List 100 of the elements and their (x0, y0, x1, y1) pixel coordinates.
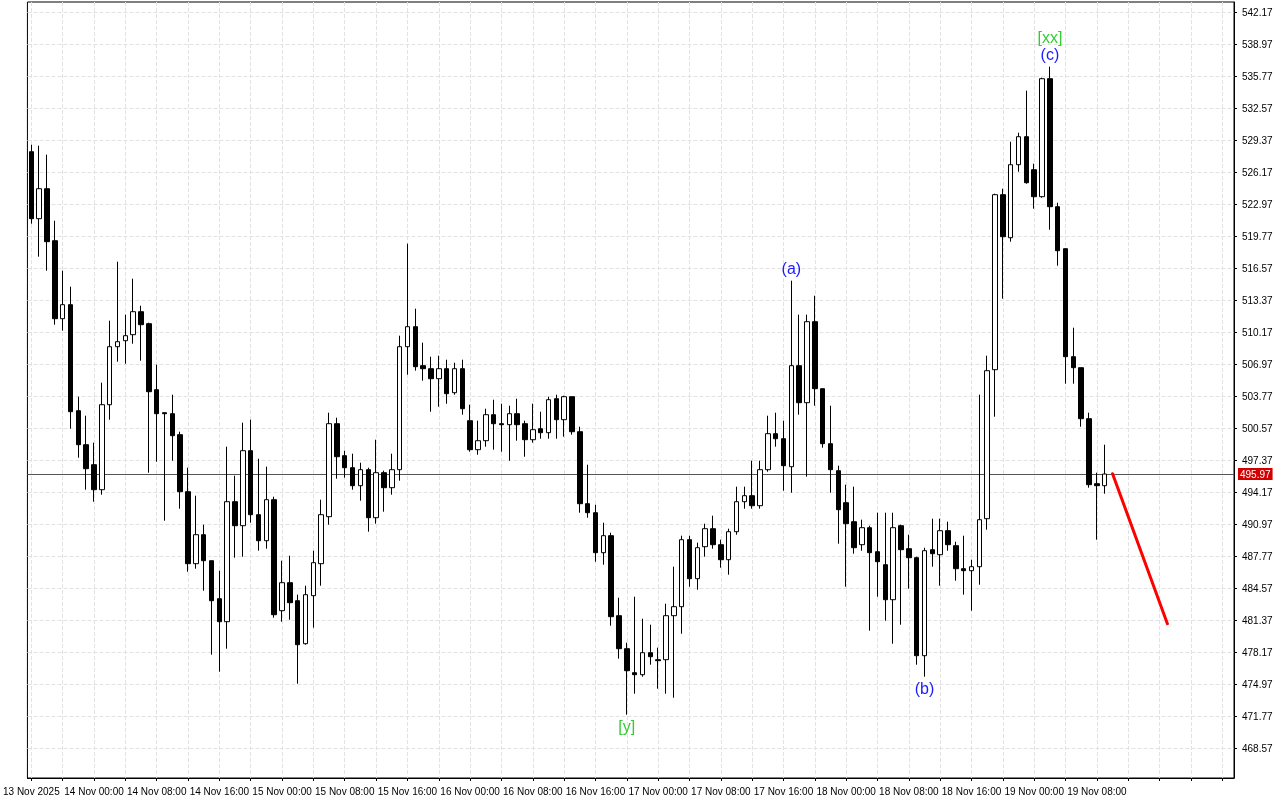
candlestick (718, 539, 724, 569)
candlestick (514, 398, 520, 442)
candlestick (930, 518, 935, 568)
candlestick (193, 495, 199, 570)
candlestick (875, 512, 880, 598)
candlestick (890, 512, 896, 645)
candlestick (812, 295, 818, 407)
candlestick (1031, 163, 1037, 210)
candlestick (264, 466, 269, 550)
x-tick-label: 17 Nov 08:00 (691, 785, 751, 797)
candlestick (796, 314, 802, 416)
candlestick (1024, 90, 1029, 185)
candlestick (130, 278, 136, 345)
candlestick (922, 547, 927, 678)
x-tick-label: 16 Nov 00:00 (440, 785, 501, 797)
candlestick (287, 555, 293, 621)
candlestick (279, 560, 285, 623)
x-tick-label: 19 Nov 08:00 (1067, 785, 1128, 797)
candlestick (969, 559, 974, 612)
candlestick (695, 542, 700, 591)
x-tick-label: 14 Nov 08:00 (126, 785, 187, 797)
y-tick-label: 506.97 (1242, 358, 1274, 370)
x-tick-label: 16 Nov 16:00 (565, 785, 626, 797)
candlestick (1055, 202, 1060, 267)
candlestick (444, 359, 449, 405)
candlestick (350, 453, 355, 491)
ref-line-label: 495.97 (1240, 468, 1272, 480)
candlestick (162, 412, 167, 522)
candlestick (201, 524, 206, 592)
x-tick-label: 14 Nov 00:00 (64, 785, 125, 797)
candlestick (773, 412, 778, 448)
x-tick-label: 17 Nov 16:00 (753, 785, 814, 797)
y-tick-label: 526.17 (1242, 166, 1274, 178)
candlestick (1086, 412, 1092, 489)
y-tick-label: 481.37 (1242, 614, 1274, 626)
candlestick (906, 534, 912, 590)
candlestick (734, 486, 739, 536)
candlestick (961, 535, 966, 596)
candlestick (240, 422, 246, 558)
y-tick-label: 478.17 (1242, 646, 1274, 658)
candlestick (60, 270, 65, 332)
candlestick (358, 462, 363, 502)
candlestick (789, 280, 794, 494)
annotation: (b) (914, 680, 935, 698)
candlestick (271, 496, 277, 619)
candlestick (217, 570, 222, 673)
x-tick-label: 15 Nov 08:00 (315, 785, 375, 797)
candlestick (867, 525, 872, 632)
candlestick (29, 144, 34, 225)
candlestick (898, 524, 904, 626)
candlestick (843, 484, 849, 588)
candlestick (977, 394, 982, 586)
candlestick (224, 446, 230, 650)
candlestick (569, 396, 575, 436)
candlestick (632, 596, 637, 695)
candlestick (577, 426, 583, 514)
candlestick (389, 453, 395, 496)
candlestick (538, 411, 543, 440)
candlestick (914, 556, 919, 666)
candlestick (475, 420, 481, 456)
candlestick (984, 355, 990, 531)
y-tick-label: 538.97 (1242, 38, 1274, 50)
y-tick-label: 503.77 (1242, 390, 1274, 402)
x-tick-label: 15 Nov 00:00 (252, 785, 313, 797)
candlestick (836, 465, 841, 545)
candlestick (138, 305, 144, 362)
annotation: [xx] (1037, 29, 1063, 47)
y-tick-label: 474.97 (1242, 678, 1274, 690)
x-tick-label: 16 Nov 08:00 (503, 785, 563, 797)
y-tick-label: 490.97 (1242, 518, 1274, 530)
candlestick (1094, 472, 1100, 541)
y-tick-label: 522.97 (1242, 198, 1274, 210)
candlestick (1016, 132, 1021, 173)
candlestick (585, 464, 590, 519)
candlestick (593, 504, 598, 563)
y-tick-label: 487.77 (1242, 550, 1274, 562)
y-tick-label: 513.37 (1242, 294, 1274, 306)
candlestick (1071, 327, 1076, 385)
x-tick-label: 18 Nov 00:00 (816, 785, 877, 797)
candlestick (1063, 248, 1068, 385)
y-tick-label: 516.57 (1242, 262, 1274, 274)
candlestick (318, 499, 324, 587)
candlestick (170, 394, 175, 462)
candlestick (530, 403, 536, 444)
candlestick (107, 320, 112, 421)
candlestick (1008, 141, 1013, 243)
y-tick-label: 497.37 (1242, 454, 1274, 466)
candlestick (436, 355, 442, 408)
candlestick (123, 314, 128, 365)
candlestick (671, 566, 677, 699)
candlestick (232, 475, 238, 559)
candlestick (76, 396, 81, 459)
candlestick (209, 560, 214, 656)
candlestick (248, 419, 253, 524)
annotation: (c) (1040, 46, 1060, 64)
candlestick (749, 460, 755, 510)
candlestick (1102, 444, 1107, 495)
candlestick (742, 486, 747, 510)
candlestick (115, 261, 120, 363)
candlestick (765, 415, 771, 473)
